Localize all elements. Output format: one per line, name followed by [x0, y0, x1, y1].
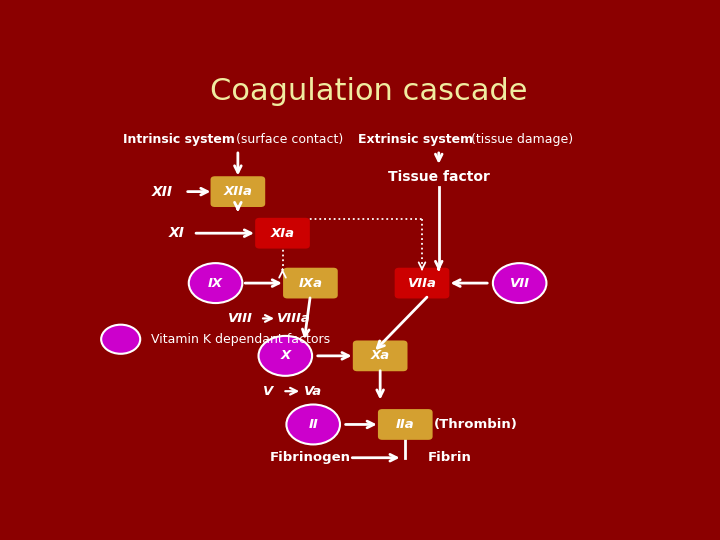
Text: IX: IX: [208, 276, 223, 289]
Text: Coagulation cascade: Coagulation cascade: [210, 77, 528, 106]
Text: Vitamin K dependant factors: Vitamin K dependant factors: [151, 333, 330, 346]
Text: IXa: IXa: [298, 276, 323, 289]
Text: IIa: IIa: [396, 418, 415, 431]
Circle shape: [287, 404, 340, 444]
FancyBboxPatch shape: [395, 268, 449, 299]
Text: (surface contact): (surface contact): [233, 133, 343, 146]
FancyBboxPatch shape: [353, 341, 408, 371]
Text: V: V: [264, 384, 274, 397]
Text: VIIa: VIIa: [408, 276, 436, 289]
Circle shape: [493, 263, 546, 303]
FancyBboxPatch shape: [378, 409, 433, 440]
Text: Xa: Xa: [371, 349, 390, 362]
Text: VIII: VIII: [228, 312, 253, 325]
Text: Fibrin: Fibrin: [428, 451, 472, 464]
Text: Va: Va: [304, 384, 323, 397]
Text: II: II: [308, 418, 318, 431]
FancyBboxPatch shape: [210, 176, 265, 207]
Text: XII: XII: [152, 185, 173, 199]
Text: XIIa: XIIa: [223, 185, 253, 198]
Text: Tissue factor: Tissue factor: [388, 170, 490, 184]
Text: Intrinsic system: Intrinsic system: [124, 133, 235, 146]
Text: Fibrinogen: Fibrinogen: [270, 451, 351, 464]
Text: (Thrombin): (Thrombin): [433, 418, 518, 431]
Text: X: X: [280, 349, 290, 362]
Text: XIa: XIa: [271, 227, 294, 240]
Circle shape: [189, 263, 243, 303]
FancyBboxPatch shape: [255, 218, 310, 248]
FancyBboxPatch shape: [283, 268, 338, 299]
Text: Extrinsic system: Extrinsic system: [358, 133, 473, 146]
Text: (tissue damage): (tissue damage): [467, 133, 573, 146]
Text: VIIIa: VIIIa: [276, 312, 310, 325]
Text: VII: VII: [510, 276, 530, 289]
Circle shape: [258, 336, 312, 376]
Circle shape: [101, 325, 140, 354]
Text: XI: XI: [168, 226, 184, 240]
